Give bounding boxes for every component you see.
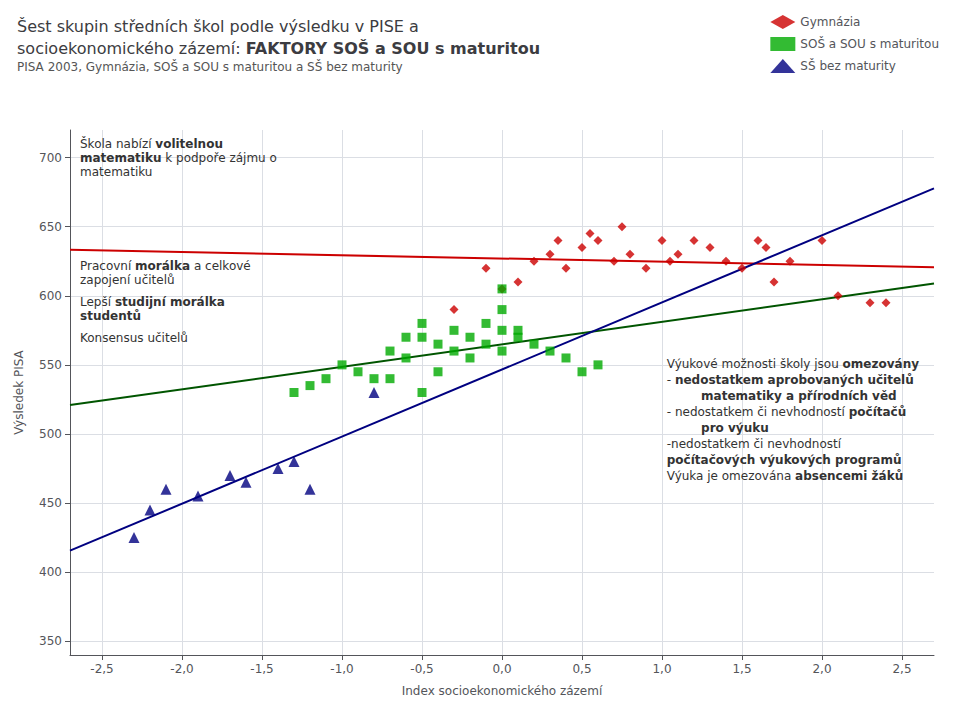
- svg-text:k podpoře zájmu o: k podpoře zájmu o: [161, 151, 276, 165]
- svg-text:Výuka je omezována: Výuka je omezována: [667, 469, 795, 483]
- svg-text:socioekonomického zázemí:: socioekonomického zázemí:: [17, 39, 246, 58]
- svg-text:Index socioekonomického zázemí: Index socioekonomického zázemí: [402, 684, 603, 698]
- svg-text:studentů: studentů: [80, 309, 141, 323]
- svg-text:počítačových výukových program: počítačových výukových programů: [667, 453, 902, 467]
- svg-text:počítačů: počítačů: [849, 405, 907, 419]
- svg-text:Gymnázia: Gymnázia: [800, 15, 860, 29]
- svg-text:700: 700: [39, 151, 62, 165]
- svg-text:2,5: 2,5: [892, 662, 911, 676]
- svg-text:500: 500: [39, 427, 62, 441]
- svg-text:absencemi žáků: absencemi žáků: [795, 469, 903, 483]
- svg-text:matematiku: matematiku: [80, 165, 152, 179]
- svg-text:-0,5: -0,5: [410, 662, 433, 676]
- svg-text:-2,5: -2,5: [90, 662, 113, 676]
- svg-text:PISA 2003, Gymnázia, SOŠ a SOU: PISA 2003, Gymnázia, SOŠ a SOU s maturit…: [17, 59, 403, 74]
- svg-text:FAKTORY SOŠ a SOU s maturitou: FAKTORY SOŠ a SOU s maturitou: [246, 39, 540, 58]
- svg-text:Škola nabízí: Škola nabízí: [80, 136, 155, 151]
- svg-text:450: 450: [39, 496, 62, 510]
- svg-text:-1,5: -1,5: [250, 662, 273, 676]
- svg-text:studijní morálka: studijní morálka: [115, 295, 225, 309]
- svg-text:morálka: morálka: [135, 259, 190, 273]
- svg-text:zapojení učitelů: zapojení učitelů: [80, 273, 175, 287]
- svg-text:400: 400: [39, 565, 62, 579]
- svg-text:1,5: 1,5: [732, 662, 751, 676]
- svg-text:550: 550: [39, 358, 62, 372]
- svg-text:650: 650: [39, 220, 62, 234]
- svg-text:600: 600: [39, 289, 62, 303]
- svg-text:350: 350: [39, 634, 62, 648]
- svg-text:- nedostatkem či nevhodností: - nedostatkem či nevhodností: [667, 405, 849, 419]
- svg-text:1,0: 1,0: [652, 662, 671, 676]
- svg-text:a celkové: a celkové: [190, 259, 251, 273]
- svg-text:-2,0: -2,0: [170, 662, 193, 676]
- svg-text:pro výuku: pro výuku: [701, 421, 769, 435]
- svg-text:Výsledek PISA: Výsledek PISA: [12, 349, 26, 434]
- svg-text:Šest skupin středních škol pod: Šest skupin středních škol podle výsledk…: [17, 17, 419, 36]
- svg-text:matematiky a přírodních věd: matematiky a přírodních věd: [701, 389, 897, 403]
- svg-text:matematiku: matematiku: [80, 151, 161, 165]
- svg-text:SŠ bez maturity: SŠ bez maturity: [800, 58, 896, 73]
- svg-text:0,0: 0,0: [492, 662, 511, 676]
- svg-text:-1,0: -1,0: [330, 662, 353, 676]
- svg-text:-nedostatkem či nevhodností: -nedostatkem či nevhodností: [667, 437, 842, 451]
- svg-text:SOŠ a SOU s maturitou: SOŠ a SOU s maturitou: [800, 36, 939, 51]
- svg-text:0,5: 0,5: [572, 662, 591, 676]
- svg-text:Konsensus učitelů: Konsensus učitelů: [80, 331, 188, 345]
- svg-text:nedostatkem aprobovaných učite: nedostatkem aprobovaných učitelů: [675, 373, 914, 387]
- svg-text:Pracovní: Pracovní: [80, 259, 135, 273]
- svg-text:2,0: 2,0: [812, 662, 831, 676]
- svg-text:volitelnou: volitelnou: [155, 137, 223, 151]
- svg-text:-: -: [667, 373, 675, 387]
- svg-text:omezovány: omezovány: [843, 357, 920, 371]
- svg-text:Lepší: Lepší: [80, 295, 115, 309]
- svg-text:Výukové možnosti školy jsou: Výukové možnosti školy jsou: [667, 357, 843, 371]
